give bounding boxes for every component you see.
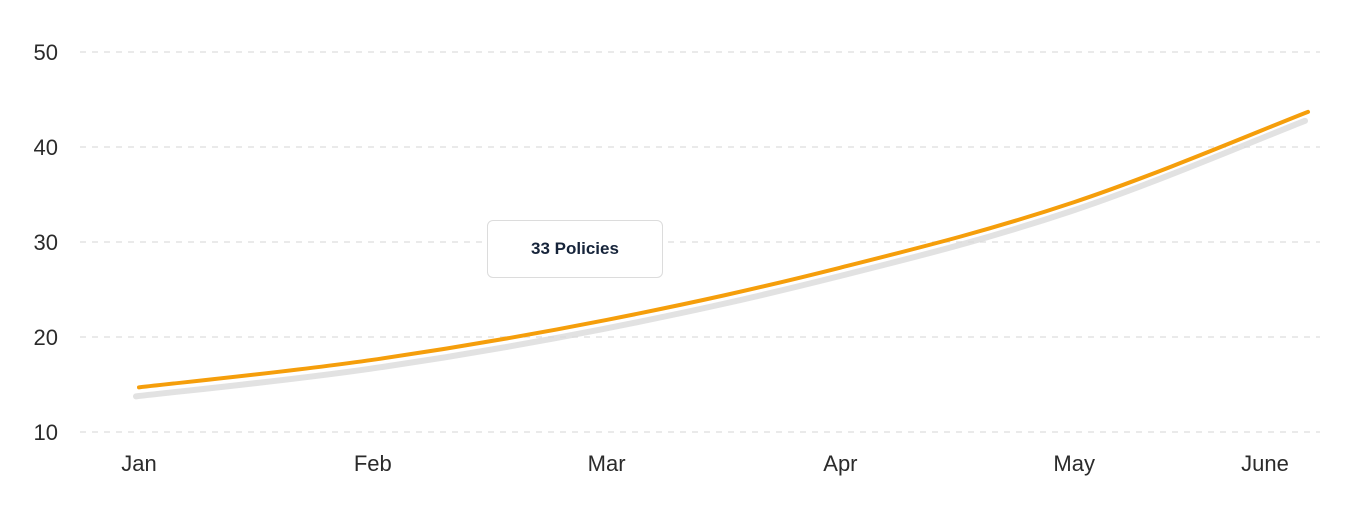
- data-point[interactable]: [133, 381, 145, 393]
- y-tick-label: 50: [34, 40, 58, 65]
- y-axis-ticks: 50 40 30 20 10: [34, 40, 58, 445]
- data-point[interactable]: [601, 314, 613, 326]
- tooltip-text: 33 Policies: [531, 239, 619, 258]
- y-tick-label: 40: [34, 135, 58, 160]
- x-tick-label: Feb: [354, 451, 392, 476]
- y-tick-label: 20: [34, 325, 58, 350]
- series-line-shadow: [133, 117, 1308, 400]
- data-point[interactable]: [1302, 106, 1314, 118]
- tooltip: 33 Policies: [487, 220, 663, 278]
- x-axis-ticks: Jan Feb Mar Apr May June: [121, 451, 1289, 476]
- x-tick-label: Jan: [121, 451, 156, 476]
- series-layer: [133, 106, 1314, 400]
- x-tick-label: Mar: [588, 451, 626, 476]
- x-tick-label: June: [1241, 451, 1289, 476]
- data-point[interactable]: [367, 354, 379, 366]
- data-point[interactable]: [1068, 196, 1080, 208]
- data-point[interactable]: [834, 262, 846, 274]
- y-tick-label: 30: [34, 230, 58, 255]
- y-tick-label: 10: [34, 420, 58, 445]
- series-line: [137, 109, 1310, 390]
- x-tick-label: Apr: [823, 451, 857, 476]
- grid-lines: [80, 51, 1320, 433]
- x-tick-label: May: [1053, 451, 1095, 476]
